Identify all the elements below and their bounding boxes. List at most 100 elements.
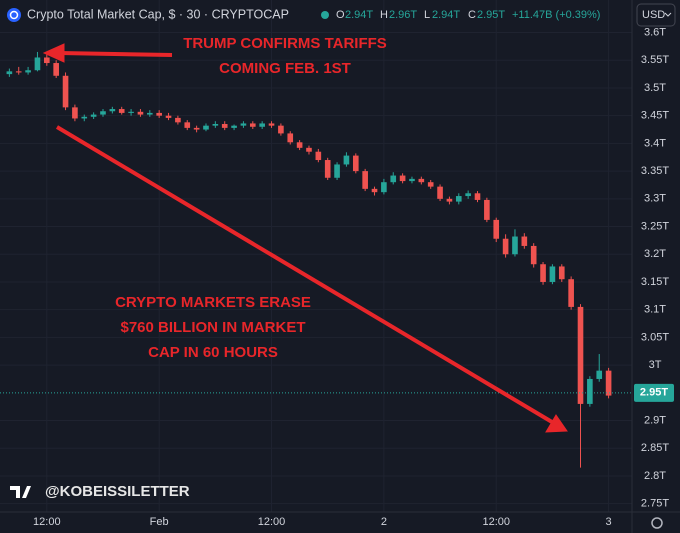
last-price-tag: [634, 383, 674, 402]
annotation: COMING FEB. 1ST: [219, 60, 351, 77]
y-tick-label: 3T: [649, 359, 662, 371]
candle-body: [259, 123, 265, 127]
candle-body: [427, 182, 434, 187]
candle-body: [212, 124, 219, 126]
candle-body: [371, 188, 378, 193]
candle-body: [175, 117, 181, 123]
candle-body: [34, 57, 41, 71]
y-tick-label: 3.55T: [641, 54, 669, 66]
annotations: TRUMP CONFIRMS TARIFFS COMING FEB. 1ST CRY…: [115, 35, 387, 361]
candle-body: [306, 147, 312, 152]
ohlc-label: H: [380, 9, 388, 21]
candle-body: [296, 142, 303, 148]
tv-logo: [10, 486, 31, 498]
y-tick-label: 3.45T: [641, 110, 669, 122]
candle-body: [381, 182, 387, 193]
candle-body: [25, 70, 31, 73]
candle-body: [240, 123, 247, 126]
candle-body: [15, 71, 22, 73]
y-tick-label: 2.9T: [644, 414, 666, 426]
candle-body: [352, 155, 359, 172]
candle-body: [596, 370, 603, 379]
y-tick-label: 2.8T: [644, 470, 666, 482]
axes: 2.75T 2.8T 2.85T 2.9T 3T 3.05T 3.1T 3.15T 3.2T 3.…: [33, 26, 674, 528]
candle-body: [81, 116, 88, 119]
candle-body: [474, 193, 481, 200]
watermark: @KOBEISSILETTER: [45, 483, 190, 500]
candle-body: [577, 306, 584, 404]
candle-body: [437, 186, 443, 199]
candle-body: [324, 160, 331, 178]
candle-body: [512, 236, 518, 255]
ohlc-label: O: [336, 9, 345, 21]
grid: [0, 0, 632, 512]
candles: [0, 51, 632, 468]
candle-body: [193, 127, 200, 130]
candle-body: [165, 115, 172, 118]
candle-body: [72, 107, 78, 119]
y-tick-label: 2.85T: [641, 442, 669, 454]
candle-body: [465, 193, 471, 197]
candle-body: [100, 111, 106, 115]
candle-body: [6, 71, 13, 75]
candle-body: [249, 123, 256, 127]
symbol-icon-mark: [9, 10, 19, 20]
candle-body: [287, 133, 294, 143]
candle-body: [62, 75, 69, 108]
annotation: CAP IN 60 HOURS: [148, 344, 278, 361]
candle-body: [44, 57, 50, 64]
candle-body: [146, 112, 153, 115]
x-tick-label: 12:00: [33, 516, 61, 528]
candle-body: [315, 151, 322, 161]
candle-body: [409, 178, 415, 182]
symbol-title: Crypto Total Market Cap, $ · 30 · CRYPTO…: [27, 7, 289, 21]
y-tick-label: 3.3T: [644, 193, 666, 205]
ohlc-value: 2.94T: [345, 9, 373, 21]
candle-body: [184, 122, 191, 128]
y-tick-label: 3.4T: [644, 137, 666, 149]
candle-body: [137, 111, 144, 115]
candle-body: [455, 196, 462, 202]
candle-body: [109, 109, 116, 112]
arrows: [42, 43, 568, 433]
currency-caret: [664, 12, 672, 17]
candle-body: [587, 378, 593, 404]
candle-body: [343, 155, 350, 165]
candle-body: [484, 199, 490, 220]
candle-body: [268, 123, 275, 126]
x-tick-label: 3: [606, 516, 612, 528]
candle-body: [502, 238, 509, 255]
candle-body: [568, 279, 574, 307]
ohlc-value: 2.94T: [432, 9, 460, 21]
y-tick-label: 3.15T: [641, 276, 669, 288]
currency-button[interactable]: [636, 3, 676, 27]
x-tick-label: 12:00: [258, 516, 286, 528]
currency[interactable]: USD: [642, 9, 665, 21]
candle-body: [231, 125, 237, 128]
candle-body: [605, 370, 612, 396]
market-status: [321, 11, 329, 19]
candle-body: [530, 245, 537, 265]
ohlc-label: L: [424, 9, 430, 21]
annotation: TRUMP CONFIRMS TARIFFS: [183, 35, 387, 52]
ohlc-value: 2.96T: [389, 9, 417, 21]
y-tick-label: 3.25T: [641, 220, 669, 232]
candle-body: [334, 164, 340, 178]
x-tick-label: Feb: [150, 516, 169, 528]
candle-body: [53, 63, 59, 76]
ohlc-value: 2.95T: [477, 9, 505, 21]
y-tick-label: 3.2T: [644, 248, 666, 260]
candle-body: [418, 178, 425, 183]
candle-body: [118, 109, 125, 113]
candle-body: [90, 114, 97, 117]
last-price-label: 2.95T: [640, 387, 668, 399]
candle-body: [156, 112, 162, 116]
candle-body: [203, 125, 209, 130]
arrow-line: [55, 125, 554, 424]
change: +11.47B (+0.39%): [512, 9, 600, 21]
settings-icon[interactable]: [651, 517, 663, 529]
candle-body: [390, 175, 397, 183]
ohlc-label: C: [468, 9, 476, 21]
candle-body: [540, 264, 546, 282]
